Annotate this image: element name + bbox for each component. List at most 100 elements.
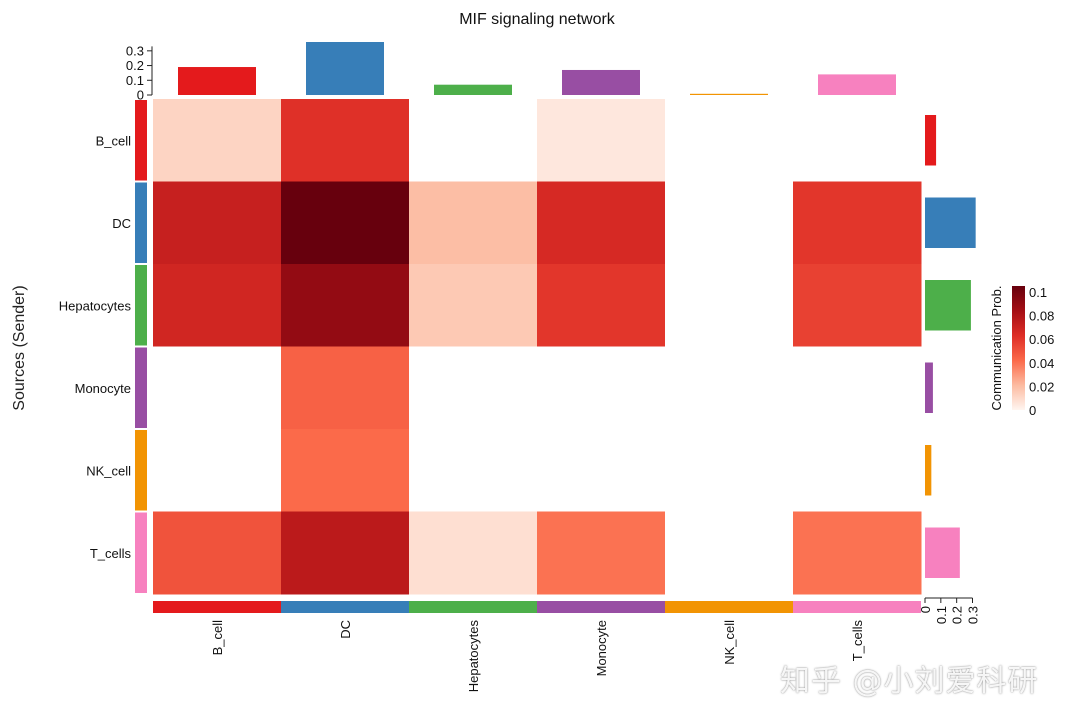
legend-tick-label: 0 xyxy=(1029,403,1036,418)
legend-tick-label: 0.02 xyxy=(1029,379,1054,394)
row-color-Hepatocytes xyxy=(135,265,147,346)
y-axis-label: Sources (Sender) xyxy=(11,285,28,410)
heatmap-cell-Hepatocytes-T_cells xyxy=(793,264,922,347)
heatmap-cell-DC-DC xyxy=(281,181,410,265)
top-bar-Monocyte xyxy=(562,69,640,95)
heatmap-cell-B_cell-NK_cell xyxy=(665,99,794,182)
col-color-B_cell xyxy=(153,601,281,613)
col-label-DC: DC xyxy=(338,620,353,639)
heatmap-cell-T_cells-Monocyte xyxy=(537,511,666,595)
heatmap-cell-DC-T_cells xyxy=(793,181,922,265)
legend-color-bar xyxy=(1012,286,1025,410)
col-color-NK_cell xyxy=(665,601,793,613)
column-color-strip xyxy=(153,601,921,613)
row-labels: B_cell DC Hepatocytes Monocyte NK_cell T_cell… xyxy=(59,133,132,561)
heatmap-cell-Hepatocytes-DC xyxy=(281,264,410,347)
legend-tick-label: 0.1 xyxy=(1029,285,1047,300)
heatmap-cell-NK_cell-NK_cell xyxy=(665,429,794,512)
heatmap-cell-B_cell-DC xyxy=(281,99,410,182)
col-label-NK_cell: NK_cell xyxy=(722,620,737,665)
heatmap-cells xyxy=(153,99,922,595)
top-bar-tick-label: 0.3 xyxy=(126,43,144,58)
row-color-B_cell xyxy=(135,100,147,181)
row-label-B_cell: B_cell xyxy=(96,133,132,148)
right-bar-T_cells xyxy=(925,527,960,578)
right-bar-tick-label: 0.2 xyxy=(950,606,965,624)
col-label-T_cells: T_cells xyxy=(850,620,865,662)
col-label-B_cell: B_cell xyxy=(210,620,225,656)
col-label-Monocyte: Monocyte xyxy=(594,620,609,676)
row-label-Hepatocytes: Hepatocytes xyxy=(59,298,132,313)
top-bar-Hepatocytes xyxy=(434,84,512,95)
right-bar-Monocyte xyxy=(925,362,933,413)
heatmap-cell-Hepatocytes-Hepatocytes xyxy=(409,264,538,347)
heatmap-cell-NK_cell-Monocyte xyxy=(537,429,666,512)
right-bar-Hepatocytes xyxy=(925,280,971,331)
heatmap-cell-B_cell-Hepatocytes xyxy=(409,99,538,182)
heatmap-cell-T_cells-DC xyxy=(281,511,410,595)
row-label-DC: DC xyxy=(112,216,131,231)
heatmap-cell-DC-Hepatocytes xyxy=(409,181,538,265)
row-color-strip xyxy=(135,100,147,593)
heatmap-cell-Monocyte-Hepatocytes xyxy=(409,346,538,430)
heatmap-cell-Monocyte-Monocyte xyxy=(537,346,666,430)
heatmap-cell-Hepatocytes-NK_cell xyxy=(665,264,794,347)
row-color-T_cells xyxy=(135,512,147,593)
col-color-DC xyxy=(281,601,409,613)
watermark: 知乎 @小刘爱科研 xyxy=(780,664,1039,699)
legend-tick-label: 0.06 xyxy=(1029,332,1054,347)
top-bar-tick-label: 0.2 xyxy=(126,58,144,73)
heatmap-cell-DC-NK_cell xyxy=(665,181,794,265)
right-bar-NK_cell xyxy=(925,445,932,496)
chart-title: MIF signaling network xyxy=(459,11,616,28)
heatmap-cell-Monocyte-NK_cell xyxy=(665,346,794,430)
right-bar-DC xyxy=(925,197,976,248)
heatmap-cell-T_cells-T_cells xyxy=(793,511,922,595)
heatmap-cell-NK_cell-Hepatocytes xyxy=(409,429,538,512)
col-color-Hepatocytes xyxy=(409,601,537,613)
col-color-Monocyte xyxy=(537,601,665,613)
top-bar-NK_cell xyxy=(690,93,768,95)
heatmap-cell-Monocyte-DC xyxy=(281,346,410,430)
color-legend: 0.1 0.08 0.06 0.04 0.02 0 Communication Prob. xyxy=(989,285,1054,418)
top-bar-B_cell xyxy=(178,67,256,95)
top-bar-annotation: 00.10.20.3 xyxy=(126,42,896,103)
heatmap-cell-NK_cell-B_cell xyxy=(153,429,282,512)
heatmap-cell-T_cells-B_cell xyxy=(153,511,282,595)
heatmap-cell-B_cell-B_cell xyxy=(153,99,282,182)
top-bar-tick-label: 0 xyxy=(137,88,144,103)
row-label-T_cells: T_cells xyxy=(90,546,132,561)
heatmap-cell-Hepatocytes-B_cell xyxy=(153,264,282,347)
heatmap-cell-T_cells-NK_cell xyxy=(665,511,794,595)
row-color-DC xyxy=(135,182,147,263)
heatmap-cell-Monocyte-B_cell xyxy=(153,346,282,430)
heatmap-cell-B_cell-T_cells xyxy=(793,99,922,182)
heatmap-cell-NK_cell-T_cells xyxy=(793,429,922,512)
heatmap-cell-DC-B_cell xyxy=(153,181,282,265)
top-bar-T_cells xyxy=(818,74,896,95)
row-label-Monocyte: Monocyte xyxy=(75,381,131,396)
row-color-Monocyte xyxy=(135,347,147,428)
heatmap-cell-Hepatocytes-Monocyte xyxy=(537,264,666,347)
heatmap-cell-NK_cell-DC xyxy=(281,429,410,512)
right-bar-annotation: 0 0.1 0.2 0.3 xyxy=(918,115,981,624)
column-labels: B_cell DC Hepatocytes Monocyte NK_cell T_cell… xyxy=(210,620,865,693)
col-label-Hepatocytes: Hepatocytes xyxy=(466,620,481,693)
col-color-T_cells xyxy=(793,601,921,613)
right-bar-B_cell xyxy=(925,115,937,166)
heatmap-cell-B_cell-Monocyte xyxy=(537,99,666,182)
right-bar-tick-label: 0.1 xyxy=(934,606,949,624)
heatmap-cell-Monocyte-T_cells xyxy=(793,346,922,430)
top-bar-DC xyxy=(306,42,384,95)
legend-tick-label: 0.04 xyxy=(1029,356,1054,371)
right-bar-tick-label: 0 xyxy=(918,606,933,613)
right-bar-tick-label: 0.3 xyxy=(966,606,981,624)
row-label-NK_cell: NK_cell xyxy=(86,463,131,478)
row-color-NK_cell xyxy=(135,430,147,511)
heatmap-cell-DC-Monocyte xyxy=(537,181,666,265)
legend-tick-label: 0.08 xyxy=(1029,309,1054,324)
heatmap-cell-T_cells-Hepatocytes xyxy=(409,511,538,595)
top-bar-tick-label: 0.1 xyxy=(126,73,144,88)
legend-title: Communication Prob. xyxy=(989,286,1004,411)
